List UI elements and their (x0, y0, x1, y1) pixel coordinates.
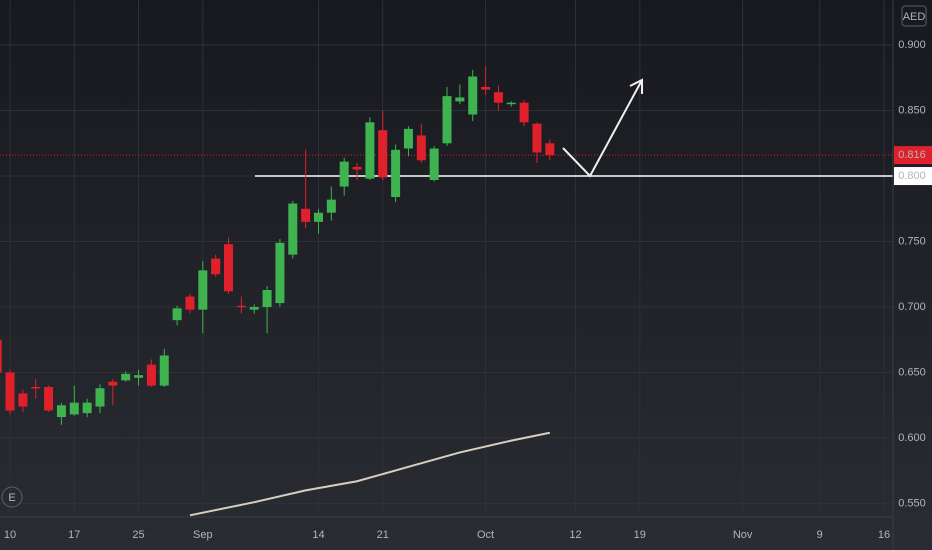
drawing-arrow (562, 78, 643, 178)
currency: AED (903, 11, 926, 23)
x-tick-label: 10 (4, 529, 16, 541)
candle-body (134, 375, 144, 378)
y-tick-label: 0.700 (898, 301, 926, 313)
hline-badge (894, 167, 932, 186)
candle-body (288, 203, 298, 255)
candle-body (442, 96, 452, 144)
candle-body (108, 381, 118, 386)
candle-body (429, 148, 439, 180)
currency-box (901, 5, 927, 27)
candle-body (5, 372, 15, 411)
candle-body (545, 143, 555, 156)
x-tick-label: 25 (132, 529, 144, 541)
candle-body (56, 405, 66, 418)
x-tick-label: Nov (733, 529, 753, 541)
candle-body (211, 258, 221, 275)
candle-body (82, 402, 92, 414)
candle-body (275, 242, 285, 304)
y-tick-label: 0.850 (898, 104, 926, 116)
x-tick-label: 14 (312, 529, 324, 541)
candle-body (416, 135, 426, 161)
moving-average (189, 431, 551, 517)
hline-label: 0.800 (898, 170, 926, 182)
candle-body (403, 128, 413, 149)
candle-body (378, 130, 388, 178)
candle-body (121, 373, 131, 381)
last-price-badge (894, 146, 932, 165)
candle-body (519, 102, 529, 123)
candle-body (172, 308, 182, 321)
candle-body (146, 364, 156, 386)
candle-body (262, 290, 272, 308)
x-tick-label: 9 (817, 529, 823, 541)
event-marker-circle[interactable] (1, 486, 23, 508)
y-tick-label: 0.900 (898, 39, 926, 51)
candle-body (44, 386, 54, 411)
candle-body (313, 212, 323, 222)
x-tick-label: Oct (477, 529, 494, 541)
candle-body (236, 305, 246, 308)
x-tick-label: 19 (634, 529, 646, 541)
candle-body (95, 388, 105, 407)
candle-body (301, 208, 311, 222)
candle-body (198, 270, 208, 310)
x-tick-label: 16 (878, 529, 890, 541)
y-tick-label: 0.550 (898, 497, 926, 509)
event-marker[interactable]: E (8, 492, 15, 504)
candle-body (159, 355, 169, 386)
candle-body (468, 76, 478, 115)
x-tick-label: 12 (569, 529, 581, 541)
candle-body (493, 92, 503, 103)
x-tick-label: Sep (193, 529, 213, 541)
candle-body (506, 102, 516, 105)
candle-body (455, 97, 465, 102)
candle-body (532, 123, 542, 153)
candle-body (69, 402, 79, 415)
candle-body (249, 307, 259, 310)
y-tick-label: 0.600 (898, 432, 926, 444)
candle-body (365, 122, 375, 179)
candle-body (352, 166, 362, 170)
candle-body (391, 149, 401, 198)
candle-body (326, 199, 336, 213)
candle-body (224, 244, 234, 292)
candle-body (339, 161, 349, 187)
candle-body (18, 393, 28, 407)
last-price-label: 0.816 (898, 149, 926, 161)
x-tick-label: 21 (377, 529, 389, 541)
y-tick-label: 0.750 (898, 235, 926, 247)
candle-body (185, 296, 195, 310)
candle-body (481, 86, 491, 90)
candle-body (0, 339, 2, 373)
y-tick-label: 0.650 (898, 366, 926, 378)
x-tick-label: 17 (68, 529, 80, 541)
candle-body (31, 386, 41, 389)
